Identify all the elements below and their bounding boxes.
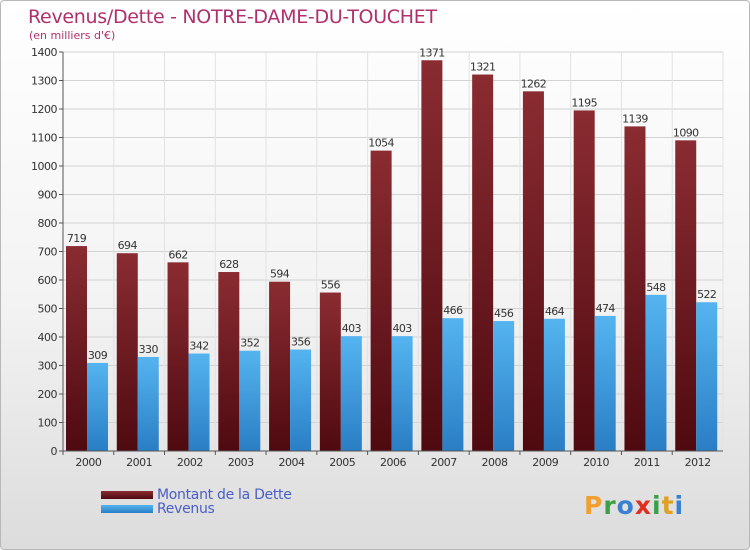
bar-debt-value-label: 628: [219, 258, 239, 271]
bar-debt-value-label: 719: [67, 232, 87, 245]
y-tick-label: 100: [38, 417, 58, 430]
x-tick-label: 2001: [126, 456, 152, 469]
y-tick-label: 900: [38, 189, 58, 202]
bar-debt: [116, 253, 138, 451]
bar-debt-value-label: 1195: [571, 96, 597, 109]
bar-revenus: [696, 302, 718, 451]
bar-debt: [66, 246, 87, 451]
bar-debt: [573, 110, 595, 452]
bar-debt: [218, 272, 240, 451]
bar-revenus-value-label: 352: [240, 337, 259, 350]
bar-debt: [167, 262, 189, 451]
bar-revenus-value-label: 474: [596, 302, 616, 315]
bar-debt-value-label: 556: [321, 279, 341, 292]
y-tick-label: 500: [38, 303, 58, 316]
bar-debt: [421, 60, 443, 451]
x-tick-label: 2005: [329, 456, 355, 469]
bar-debt-value-label: 594: [270, 268, 290, 281]
bar-debt: [624, 126, 646, 451]
bar-revenus: [137, 356, 159, 451]
y-tick-label: 400: [38, 331, 58, 344]
y-tick-label: 800: [38, 217, 58, 230]
x-tick-label: 2000: [75, 456, 101, 469]
bar-revenus: [239, 350, 261, 451]
bar-debt-value-label: 694: [118, 239, 138, 252]
bar-debt: [675, 140, 697, 451]
bar-revenus: [442, 318, 464, 451]
bar-revenus-value-label: 403: [342, 322, 362, 335]
chart-subtitle: (en milliers d'€): [29, 29, 116, 42]
x-tick-label: 2006: [380, 456, 406, 469]
bar-revenus: [645, 294, 667, 451]
bar-revenus: [543, 318, 565, 451]
y-tick-label: 1400: [31, 46, 57, 59]
x-tick-label: 2007: [431, 456, 457, 469]
logo-letter: i: [652, 491, 662, 520]
x-tick-label: 2012: [685, 456, 711, 469]
bar-revenus: [188, 353, 210, 451]
x-tick-label: 2004: [278, 456, 304, 469]
bar-debt-value-label: 1262: [521, 77, 547, 90]
bar-revenus-value-label: 309: [88, 349, 108, 362]
y-tick-label: 1200: [31, 103, 57, 116]
bar-revenus-value-label: 356: [291, 336, 311, 349]
y-tick-label: 200: [38, 388, 58, 401]
logo-letter: o: [616, 491, 635, 520]
legend-item-revenus: Revenus: [101, 501, 215, 517]
logo-letter: i: [674, 491, 685, 520]
x-tick-label: 2002: [177, 456, 203, 469]
bar-debt-value-label: 1054: [368, 137, 394, 150]
x-tick-label: 2009: [532, 456, 558, 469]
bar-revenus-value-label: 548: [646, 281, 666, 294]
logo-letter: x: [634, 491, 652, 520]
legend-swatch-revenus: [101, 505, 153, 513]
bar-revenus-value-label: 342: [189, 340, 208, 353]
y-tick-label: 300: [38, 360, 58, 373]
chart-title: Revenus/Dette - NOTRE-DAME-DU-TOUCHET: [28, 6, 437, 28]
bar-debt-value-label: 662: [168, 248, 187, 261]
bar-revenus: [493, 321, 515, 451]
legend-swatch-debt: [101, 491, 153, 499]
y-tick-label: 0: [51, 445, 58, 458]
x-tick-label: 2003: [228, 456, 254, 469]
bar-debt-value-label: 1090: [673, 126, 699, 139]
bar-revenus-value-label: 464: [545, 305, 565, 318]
bar-debt-value-label: 1321: [470, 61, 496, 74]
bar-debt: [472, 74, 494, 451]
proxiti-logo: Proxiti: [584, 491, 684, 520]
bar-debt-value-label: 1371: [419, 46, 445, 59]
y-tick-label: 1000: [31, 160, 57, 173]
x-tick-label: 2008: [482, 456, 508, 469]
bar-revenus-value-label: 456: [494, 307, 514, 320]
x-tick-label: 2010: [583, 456, 609, 469]
legend-item-debt: Montant de la Dette: [101, 487, 292, 503]
bar-revenus: [87, 362, 108, 451]
bar-revenus: [594, 315, 616, 451]
x-tick-label: 2011: [634, 456, 660, 469]
bar-debt: [522, 91, 544, 451]
bar-revenus-value-label: 466: [443, 304, 463, 317]
y-tick-label: 600: [38, 274, 58, 287]
legend-label-debt: Montant de la Dette: [157, 487, 292, 503]
y-tick-label: 1300: [31, 75, 57, 88]
bar-revenus-value-label: 330: [139, 343, 159, 356]
bar-revenus: [340, 336, 362, 451]
bar-debt: [370, 150, 392, 452]
bar-debt-value-label: 1139: [622, 112, 648, 125]
bar-revenus-value-label: 403: [393, 322, 413, 335]
bar-debt: [269, 281, 291, 451]
bar-revenus: [391, 336, 413, 451]
legend-label-revenus: Revenus: [157, 501, 215, 517]
bar-revenus-value-label: 522: [697, 288, 716, 301]
bar-revenus: [290, 349, 312, 451]
logo-letter: t: [661, 491, 675, 520]
y-tick-label: 1100: [31, 132, 57, 145]
logo-letter: r: [603, 491, 617, 520]
logo-letter: P: [584, 491, 604, 520]
y-tick-label: 700: [38, 246, 58, 259]
bar-debt: [319, 292, 341, 451]
